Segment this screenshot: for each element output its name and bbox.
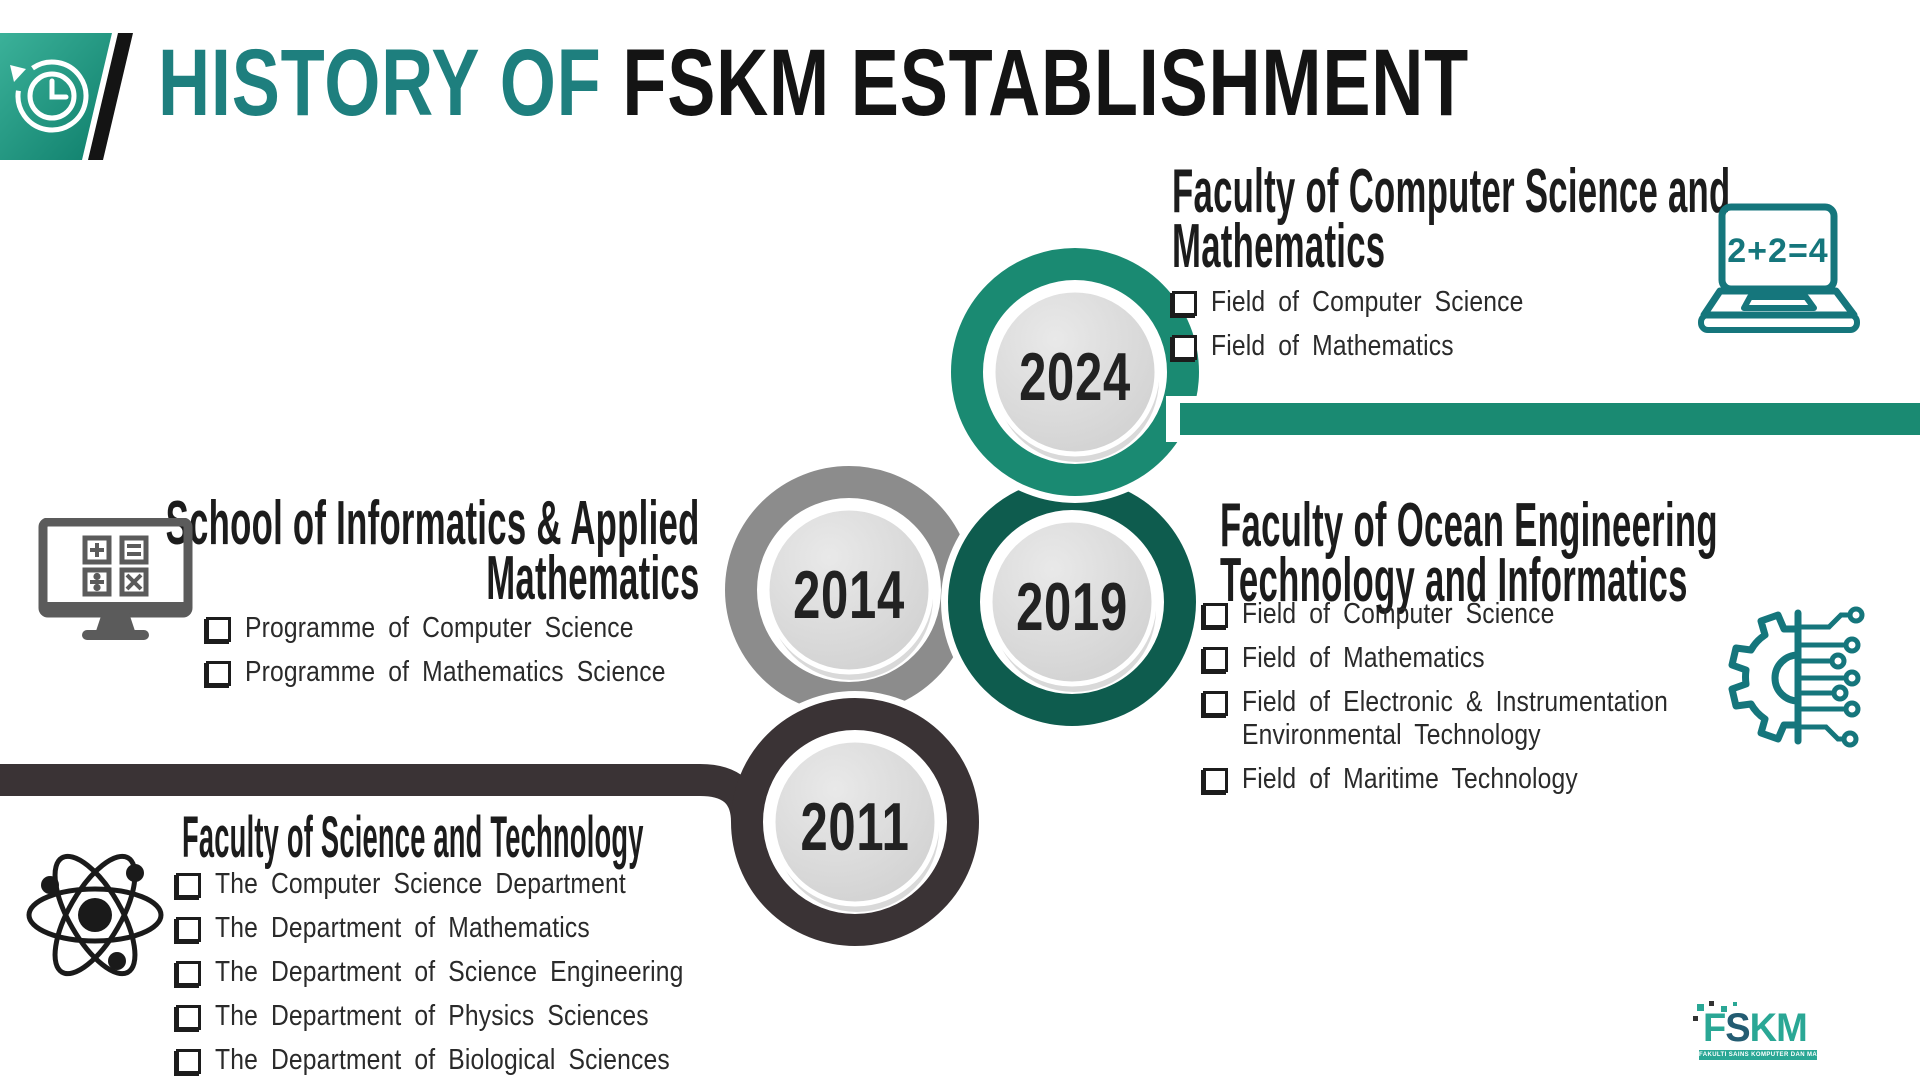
fskm-logo-banner: FAKULTI SAINS KOMPUTER DAN MATEMATIK [1699, 1050, 1817, 1060]
header-badge [0, 33, 133, 160]
logo-pixel [1709, 1001, 1714, 1006]
logo-pixel [1697, 1004, 1704, 1011]
year-disc-2011 [770, 737, 940, 912]
checkbox-icon [176, 961, 201, 986]
ring-2011 [0, 691, 986, 953]
list-item: Field of Mathematics [1172, 330, 1812, 363]
monitor-calculator-icon [38, 518, 193, 640]
list-item: Field of Computer Science [1172, 286, 1812, 319]
milestone-2011-list: The Computer Science Department The Depa… [176, 868, 816, 1080]
milestone-2024-title: Faculty of Computer Science and Mathemat… [1172, 157, 1731, 281]
laptop-screen-text: 2+2=4 [1727, 232, 1828, 270]
fskm-logo-text: FSKM [1703, 1006, 1808, 1050]
list-item: Field of Maritime Technology [1203, 763, 1843, 796]
year-disc-2014 [764, 505, 934, 680]
logo-pixel [1733, 1002, 1737, 1006]
laptop-math-icon: 2+2=4 [1698, 203, 1860, 333]
list-item: The Computer Science Department [176, 868, 816, 901]
list-item: The Department of Science Engineering [176, 956, 816, 989]
checkbox-icon [1203, 603, 1228, 628]
list-item: Field of Electronic & Instrumentation En… [1203, 686, 1843, 752]
year-disc-2019 [987, 517, 1157, 692]
checkbox-icon [1172, 291, 1197, 316]
checkbox-icon [176, 917, 201, 942]
list-item: The Department of Mathematics [176, 912, 816, 945]
fskm-logo: FSKM FAKULTI SAINS KOMPUTER DAN MATEMATI… [1693, 1001, 1823, 1066]
checkbox-icon [1203, 768, 1228, 793]
year-label-2019: 2019 [1016, 569, 1128, 645]
year-disc-2024 [990, 287, 1160, 462]
page-title-main: FSKM ESTABLISHMENT [622, 30, 1469, 136]
checkbox-icon [1172, 335, 1197, 360]
milestone-2014-title: School of Informatics & Applied Mathemat… [165, 489, 700, 613]
checkbox-icon [206, 617, 231, 642]
page-title: HISTORY OF FSKM ESTABLISHMENT [158, 34, 1469, 132]
checkbox-icon [206, 661, 231, 686]
list-item: Field of Computer Science [1203, 598, 1843, 631]
milestone-2019-title: Faculty of Ocean Engineering Technology … [1220, 491, 1718, 615]
milestone-2019-list: Field of Computer Science Field of Mathe… [1203, 598, 1843, 807]
year-label-2011: 2011 [800, 789, 910, 865]
year-label-2024: 2024 [1019, 339, 1131, 415]
year-label-2014: 2014 [793, 557, 905, 633]
atom-icon [26, 853, 164, 977]
list-item: Field of Mathematics [1203, 642, 1843, 675]
checkbox-icon [176, 1005, 201, 1030]
logo-pixel [1693, 1016, 1698, 1021]
checkbox-icon [176, 873, 201, 898]
milestone-2014-list: Programme of Computer Science Programme … [206, 612, 846, 700]
checkbox-icon [1203, 691, 1228, 716]
list-item: The Department of Physics Sciences [176, 1000, 816, 1033]
ring-2024 [944, 241, 1206, 503]
list-item: Programme of Mathematics Science [206, 656, 846, 689]
gear-circuit-icon [1728, 606, 1865, 748]
history-clock-icon [10, 59, 89, 133]
header-stripe [88, 33, 133, 160]
checkbox-icon [1203, 647, 1228, 672]
list-item: Programme of Computer Science [206, 612, 846, 645]
checkbox-icon [176, 1049, 201, 1074]
milestone-2011-title: Faculty of Science and Technology [182, 805, 644, 870]
list-item: The Department of Biological Sciences [176, 1044, 816, 1077]
logo-pixel [1721, 1006, 1727, 1012]
page-title-accent: HISTORY OF [158, 30, 623, 136]
milestone-2024-list: Field of Computer Science Field of Mathe… [1172, 286, 1812, 374]
